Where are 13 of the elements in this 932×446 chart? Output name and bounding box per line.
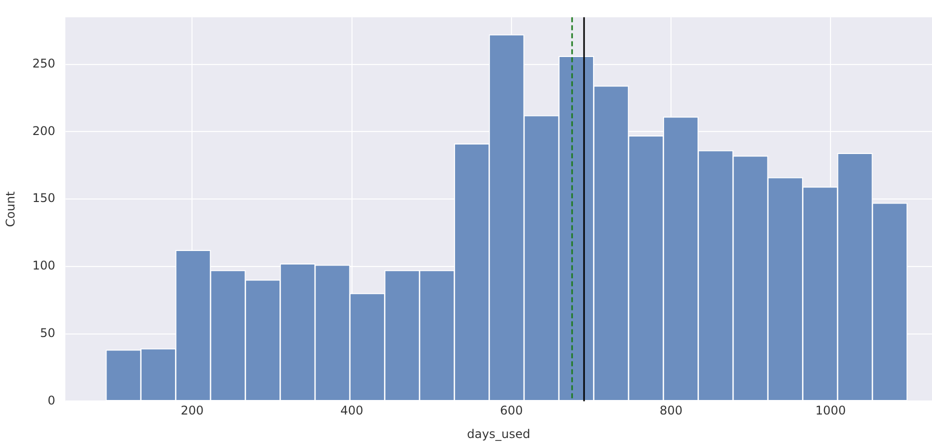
x-axis-title: days_used (467, 426, 530, 441)
x-tick-label: 200 (180, 404, 204, 418)
y-tick-label: 200 (32, 124, 56, 138)
y-axis-title: Count (3, 191, 18, 228)
x-tick-label: 800 (660, 404, 682, 418)
y-tick-label: 250 (32, 56, 56, 70)
y-tick-label: 100 (32, 258, 56, 273)
x-tick-label: 600 (500, 404, 523, 418)
y-tick-label: 150 (32, 191, 56, 206)
y-tick-label: 0 (48, 393, 56, 408)
x-tick-label: 1000 (815, 404, 846, 418)
x-tick-label: 400 (340, 404, 364, 418)
y-tick-label: 50 (40, 326, 56, 340)
